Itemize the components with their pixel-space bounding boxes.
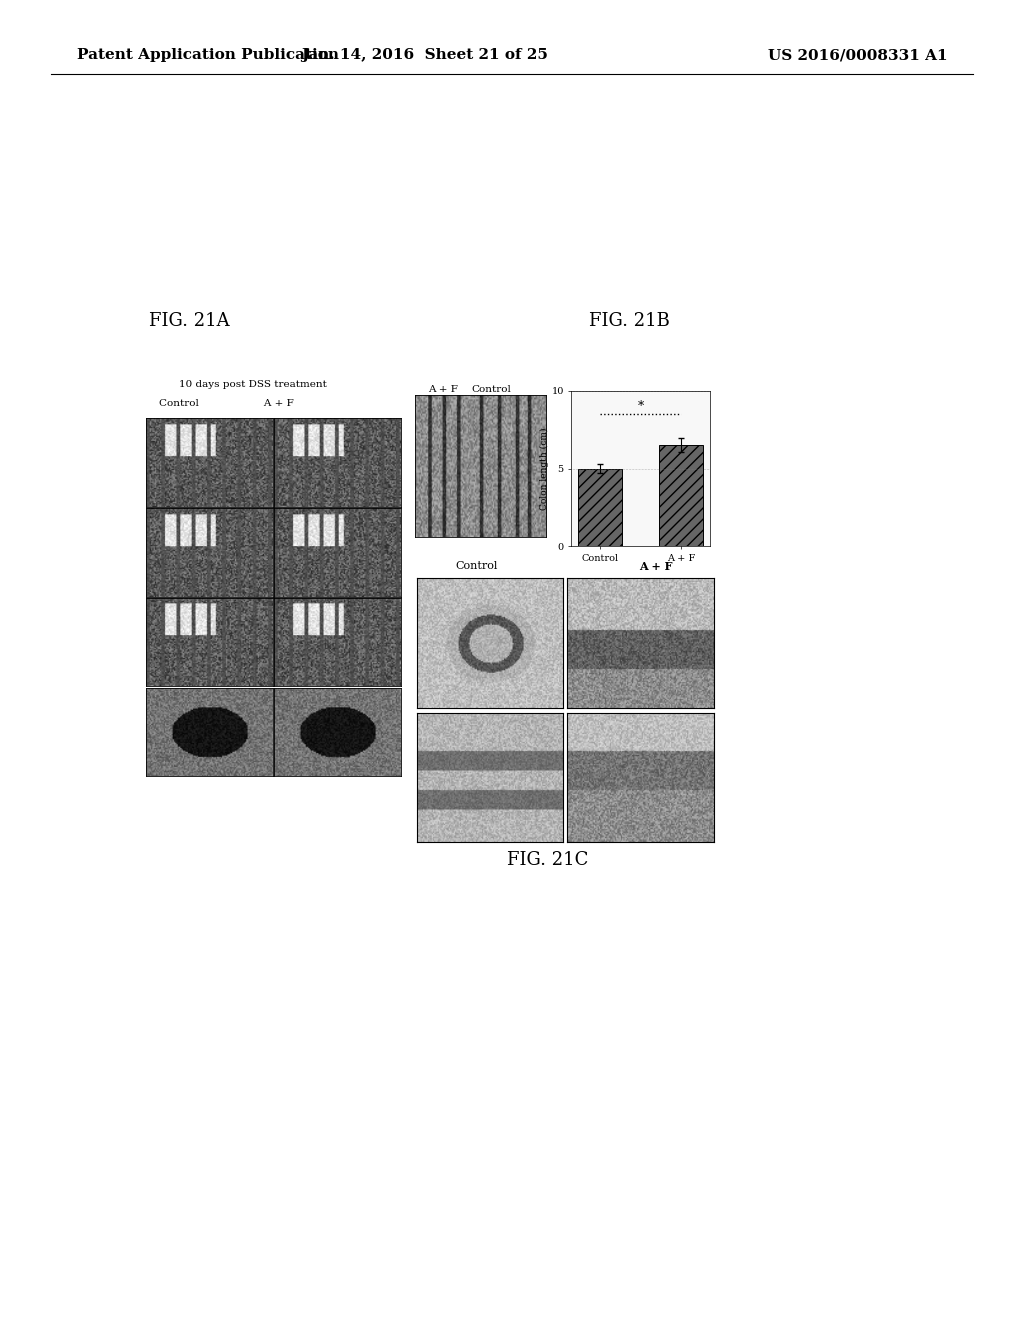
Y-axis label: Colon length (cm): Colon length (cm) <box>540 428 549 510</box>
Text: A + F: A + F <box>428 385 458 395</box>
Bar <box>658 445 703 546</box>
Bar <box>578 469 623 546</box>
Text: FIG. 21C: FIG. 21C <box>507 851 589 870</box>
Text: Control: Control <box>471 385 511 395</box>
Text: US 2016/0008331 A1: US 2016/0008331 A1 <box>768 49 947 62</box>
Text: Jan. 14, 2016  Sheet 21 of 25: Jan. 14, 2016 Sheet 21 of 25 <box>301 49 549 62</box>
Text: FIG. 21B: FIG. 21B <box>590 312 670 330</box>
Text: A + F: A + F <box>639 561 672 572</box>
Text: Control: Control <box>455 561 498 572</box>
Text: Control                    A + F: Control A + F <box>159 399 294 408</box>
Text: *: * <box>637 400 644 413</box>
Text: 10 days post DSS treatment: 10 days post DSS treatment <box>179 380 327 389</box>
Text: Patent Application Publication: Patent Application Publication <box>77 49 339 62</box>
Text: FIG. 21A: FIG. 21A <box>150 312 229 330</box>
